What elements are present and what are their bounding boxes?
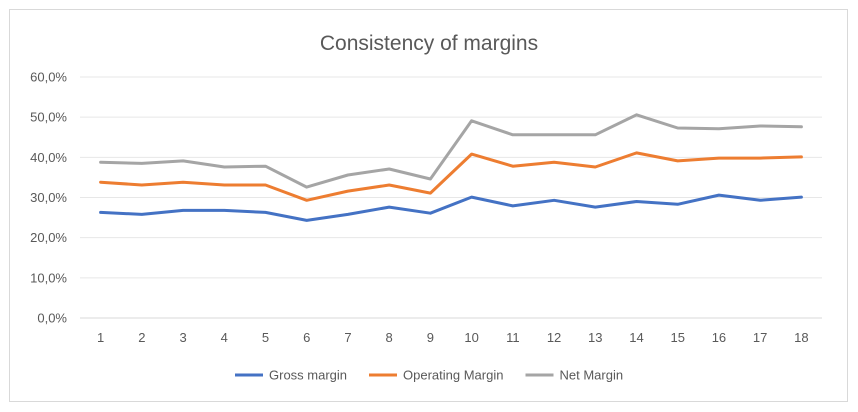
y-tick-label: 50,0% (30, 110, 67, 125)
x-axis-ticks: 1 2 3 4 5 6 7 8 9 10 11 12 13 14 15 16 17 18 (97, 330, 809, 345)
y-tick-label: 0,0% (37, 311, 67, 326)
x-tick-label: 12 (547, 330, 561, 345)
x-tick-label: 16 (712, 330, 726, 345)
x-tick-label: 1 (97, 330, 104, 345)
y-tick-label: 30,0% (30, 190, 67, 205)
x-tick-label: 2 (138, 330, 145, 345)
x-tick-label: 11 (506, 330, 520, 345)
x-tick-label: 18 (794, 330, 808, 345)
y-tick-label: 20,0% (30, 230, 67, 245)
series-line-net-margin (99, 113, 803, 189)
legend: Gross margin Operating Margin Net Margin (235, 368, 623, 383)
x-tick-label: 13 (588, 330, 602, 345)
y-axis-ticks: 0,0% 10,0% 20,0% 30,0% 40,0% 50,0% 60,0% (30, 70, 67, 326)
x-tick-label: 6 (303, 330, 310, 345)
x-tick-label: 8 (386, 330, 393, 345)
x-tick-label: 10 (464, 330, 478, 345)
chart-title: Consistency of margins (320, 32, 538, 55)
legend-label: Gross margin (269, 368, 347, 383)
y-tick-label: 10,0% (30, 270, 67, 285)
x-tick-label: 7 (344, 330, 351, 345)
legend-label: Net Margin (560, 368, 624, 383)
x-tick-label: 15 (670, 330, 684, 345)
series-lines (99, 113, 803, 222)
legend-item: Net Margin (525, 368, 624, 383)
legend-item: Gross margin (235, 368, 347, 383)
series-line-gross-margin (99, 193, 803, 222)
x-tick-label: 9 (427, 330, 434, 345)
legend-label: Operating Margin (403, 368, 503, 383)
series-line-operating-margin (99, 151, 803, 202)
x-tick-label: 3 (179, 330, 186, 345)
x-tick-label: 14 (629, 330, 643, 345)
y-tick-label: 60,0% (30, 70, 67, 85)
x-tick-label: 17 (753, 330, 767, 345)
chart-frame (9, 9, 848, 402)
legend-item: Operating Margin (369, 368, 503, 383)
x-tick-label: 5 (262, 330, 269, 345)
gridlines (80, 76, 822, 319)
y-tick-label: 40,0% (30, 150, 67, 165)
x-tick-label: 4 (221, 330, 228, 345)
